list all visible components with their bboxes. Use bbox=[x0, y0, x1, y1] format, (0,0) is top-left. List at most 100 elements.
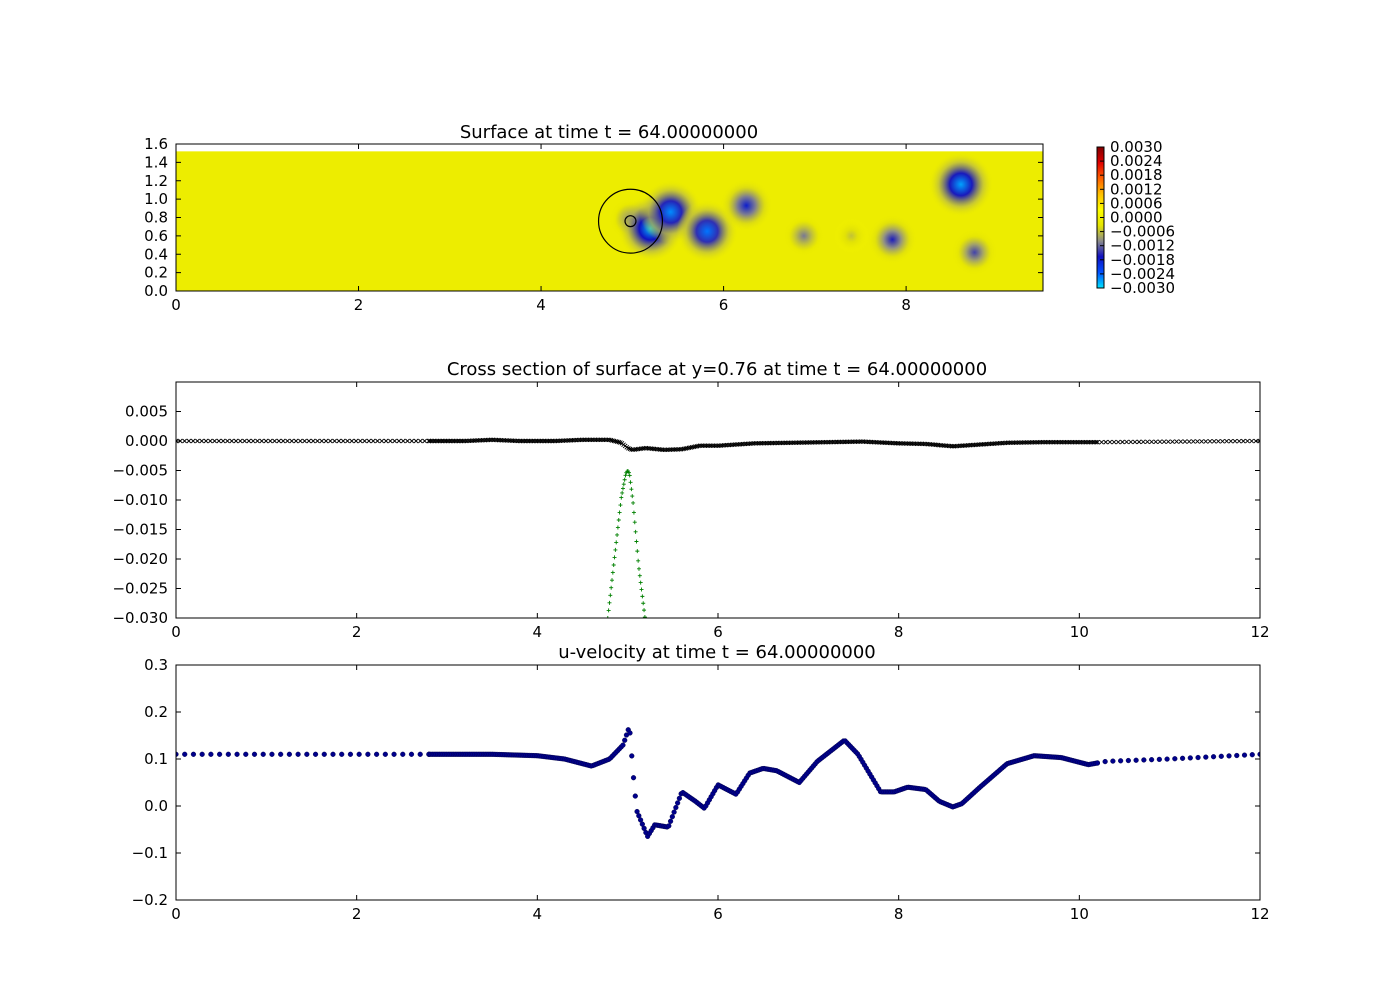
u-velocity-point bbox=[1210, 754, 1217, 760]
u-velocity-point bbox=[1226, 753, 1232, 759]
y-tick-label: −0.015 bbox=[112, 521, 168, 539]
plus-marker bbox=[613, 547, 618, 552]
x-tick-label: 4 bbox=[533, 623, 543, 641]
u-velocity-point bbox=[1141, 757, 1147, 763]
u-velocity-point bbox=[278, 751, 284, 757]
x-marker bbox=[1153, 439, 1159, 445]
x-marker bbox=[1161, 439, 1167, 445]
x-marker bbox=[1228, 438, 1234, 444]
u-velocity-point bbox=[234, 751, 240, 757]
plus-marker bbox=[627, 473, 632, 478]
x-marker bbox=[212, 438, 217, 444]
plus-marker bbox=[622, 477, 627, 482]
x-tick-label: 6 bbox=[713, 623, 723, 641]
y-tick-label: 0.6 bbox=[144, 227, 168, 245]
plus-marker bbox=[612, 555, 617, 560]
x-marker bbox=[396, 438, 402, 444]
x-marker bbox=[1170, 439, 1175, 444]
u-velocity-point bbox=[356, 751, 362, 757]
x-marker bbox=[182, 438, 187, 444]
x-marker bbox=[246, 438, 252, 444]
x-marker bbox=[298, 438, 303, 444]
x-marker bbox=[1132, 439, 1138, 445]
x-tick-label: 2 bbox=[352, 905, 362, 923]
x-marker bbox=[1165, 439, 1171, 444]
plus-marker bbox=[639, 587, 644, 592]
x-marker bbox=[1157, 439, 1163, 445]
u-velocity-point bbox=[671, 809, 677, 815]
y-tick-label: −0.025 bbox=[112, 580, 168, 598]
x-tick-label: 4 bbox=[536, 296, 546, 314]
x-marker bbox=[1136, 439, 1142, 445]
x-tick-label: 2 bbox=[352, 623, 362, 641]
colorbar-tick-label: 0.0018 bbox=[1110, 166, 1163, 184]
u-velocity-point bbox=[208, 751, 214, 757]
x-marker bbox=[255, 438, 260, 444]
body-outer-circle bbox=[597, 188, 664, 254]
x-tick-label: 6 bbox=[713, 905, 723, 923]
plus-marker bbox=[637, 573, 642, 578]
u-velocity-point bbox=[190, 751, 197, 757]
u-velocity-point bbox=[1164, 756, 1170, 762]
surface-title: Surface at time t = 64.00000000 bbox=[460, 122, 758, 143]
u-velocity-point bbox=[408, 751, 415, 757]
x-marker bbox=[233, 438, 239, 444]
x-marker bbox=[289, 438, 295, 444]
x-marker bbox=[1182, 439, 1188, 444]
plus-marker bbox=[636, 558, 641, 563]
x-marker bbox=[1211, 439, 1217, 444]
u-velocity-point bbox=[1102, 758, 1108, 765]
x-tick-label: 12 bbox=[1250, 623, 1269, 641]
u-velocity-point bbox=[400, 751, 406, 757]
x-marker bbox=[366, 438, 372, 444]
u-velocity-point bbox=[1148, 757, 1155, 763]
u-velocity-point bbox=[225, 751, 231, 757]
u-velocity-point bbox=[1234, 752, 1240, 759]
surface-depression bbox=[867, 214, 918, 265]
x-marker bbox=[203, 438, 209, 444]
u-velocity-point bbox=[312, 751, 319, 757]
x-tick-label: 8 bbox=[894, 623, 904, 641]
y-tick-label: −0.005 bbox=[112, 462, 168, 480]
plus-marker bbox=[610, 570, 615, 575]
x-marker bbox=[276, 438, 282, 444]
x-marker bbox=[225, 438, 230, 444]
surface-panel: Surface at time t = 64.00000000 0 2 4 6 8 0.… bbox=[144, 122, 1175, 314]
surface-elevation-series bbox=[176, 437, 1260, 453]
body-shape-series bbox=[605, 469, 647, 618]
y-tick-label: −0.020 bbox=[112, 550, 168, 568]
surface-depression bbox=[782, 214, 826, 258]
x-tick-label: 8 bbox=[901, 296, 911, 314]
colorbar-tick-label: 0.0000 bbox=[1110, 209, 1163, 227]
u-velocity-point bbox=[382, 751, 388, 757]
plus-marker bbox=[638, 580, 643, 585]
u-velocity-point bbox=[1203, 754, 1209, 760]
y-tick-label: 1.2 bbox=[144, 172, 168, 190]
y-tick-label: −0.1 bbox=[132, 844, 168, 862]
plus-marker bbox=[623, 473, 628, 478]
u-velocity-point bbox=[630, 775, 637, 781]
x-marker bbox=[1149, 439, 1154, 445]
x-marker bbox=[1241, 438, 1246, 444]
x-tick-label: 8 bbox=[894, 905, 904, 923]
x-tick-label: 0 bbox=[171, 296, 181, 314]
u-velocity-point bbox=[1133, 757, 1139, 763]
plus-marker bbox=[634, 539, 639, 544]
y-tick-label: −0.2 bbox=[132, 891, 168, 909]
x-marker bbox=[413, 438, 419, 444]
x-marker bbox=[1093, 439, 1099, 445]
plus-marker bbox=[632, 520, 637, 525]
x-marker bbox=[1111, 439, 1117, 445]
x-tick-label: 10 bbox=[1070, 905, 1089, 923]
plus-marker bbox=[642, 608, 647, 613]
u-velocity-point bbox=[673, 804, 679, 811]
u-velocity-point bbox=[1118, 758, 1124, 764]
x-marker bbox=[1236, 438, 1242, 444]
u-velocity-point bbox=[304, 751, 310, 757]
colorbar-tick-label: 0.0030 bbox=[1110, 138, 1163, 156]
u-velocity-point bbox=[417, 751, 423, 757]
x-marker bbox=[1140, 439, 1146, 445]
x-marker bbox=[1215, 438, 1221, 444]
u-velocity-point bbox=[321, 751, 327, 757]
x-marker bbox=[267, 438, 273, 444]
